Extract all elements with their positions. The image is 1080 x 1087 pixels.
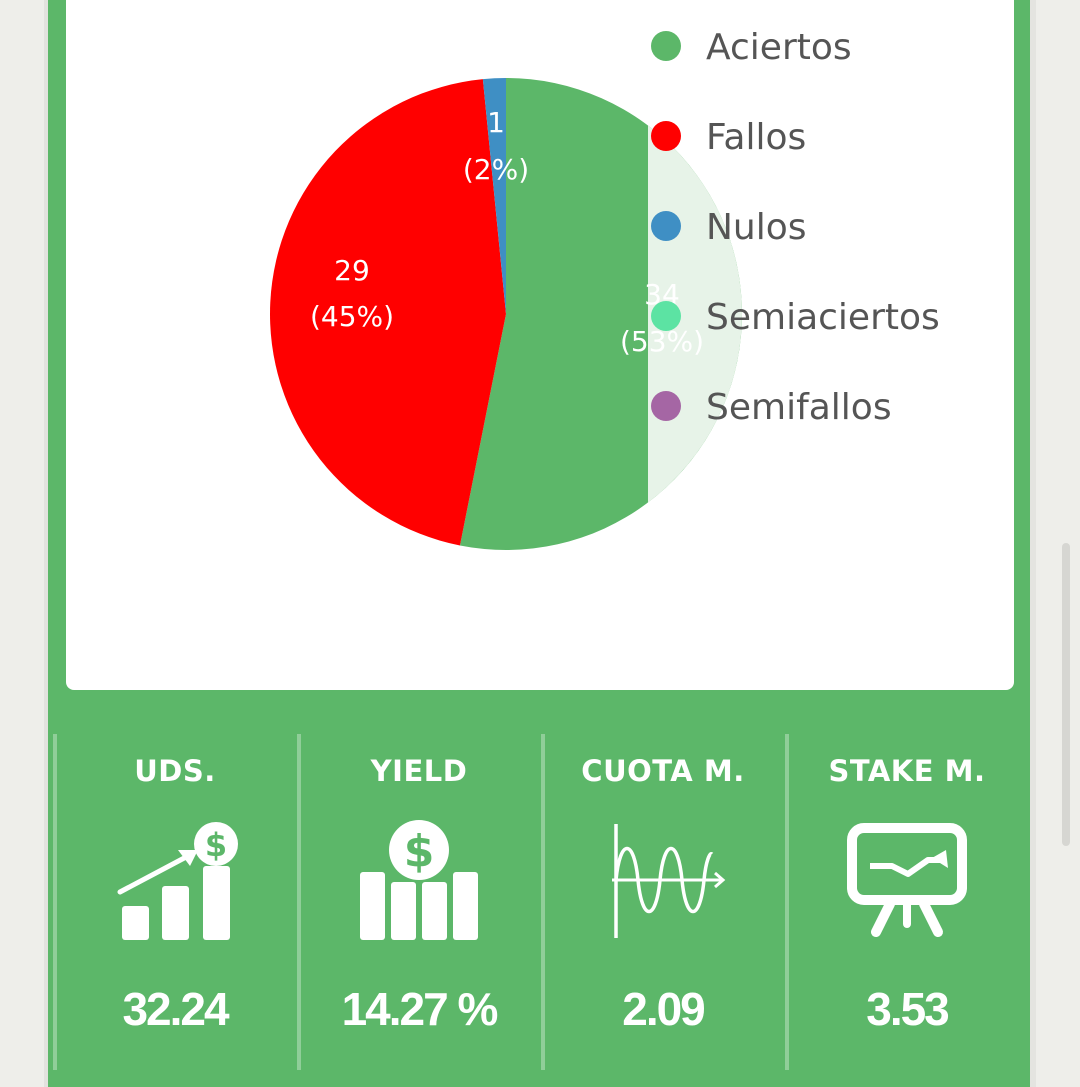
stat-value: 2.09 — [622, 983, 706, 1035]
stat-yield: YIELD $ 14.27 % — [297, 734, 537, 1070]
stat-cuota: CUOTA M. 2.09 — [541, 734, 781, 1070]
stat-uds: UDS. $ 32.24 — [53, 734, 293, 1070]
stat-value: 14.27 % — [341, 983, 499, 1035]
legend-swatch — [651, 301, 681, 331]
chart-legend: Aciertos Fallos Nulos Semiaciertos Semifallo… — [651, 27, 940, 428]
slice-value-label: 29 — [334, 254, 370, 287]
sine-wave-graph-icon — [612, 824, 726, 938]
stat-value: 3.53 — [866, 983, 950, 1035]
stat-title: CUOTA M. — [581, 754, 745, 788]
legend-swatch — [651, 391, 681, 421]
legend-item-aciertos[interactable]: Aciertos — [651, 27, 852, 68]
legend-item-semifallos[interactable]: Semifallos — [651, 387, 892, 428]
legend-swatch — [651, 211, 681, 241]
pie-slice-fallos[interactable] — [269, 79, 506, 546]
legend-label: Semifallos — [706, 387, 892, 428]
presentation-board-icon — [847, 823, 967, 937]
slice-percent-label: (2%) — [463, 153, 529, 186]
stat-title: YIELD — [370, 754, 468, 788]
stat-title: UDS. — [134, 754, 216, 788]
scrollbar[interactable] — [1062, 543, 1070, 846]
slice-value-label: 1 — [487, 106, 505, 139]
legend-label: Aciertos — [706, 27, 852, 68]
stat-title: STAKE M. — [828, 754, 986, 788]
page-right-edge — [1030, 0, 1036, 1087]
legend-label: Fallos — [706, 117, 806, 158]
dollar-bar-chart-icon: $ — [360, 820, 478, 940]
pie-chart-card: 34 (53%) 29 (45%) 1 (2%) Aciertos Fallos Nulos S… — [66, 0, 1014, 690]
pie-chart: 34(53%)29(45%)1(2%) AciertosFallosNulosS… — [269, 27, 940, 550]
svg-text:$: $ — [205, 826, 227, 864]
growth-chart-dollar-icon: $ — [117, 822, 238, 940]
svg-text:$: $ — [404, 826, 435, 877]
legend-swatch — [651, 31, 681, 61]
stats-row: UDS. $ 32.24 YIELD $ 14.27 % CUOTA M. — [48, 734, 1030, 1070]
stat-value: 32.24 — [122, 983, 229, 1035]
page-left-edge — [44, 0, 48, 1087]
slice-percent-label: (53%) — [620, 325, 704, 358]
legend-label: Semiaciertos — [706, 297, 940, 338]
legend-item-semiaciertos[interactable]: Semiaciertos — [651, 297, 940, 338]
stat-stake: STAKE M. 3.53 — [785, 734, 1025, 1070]
legend-swatch — [651, 121, 681, 151]
pie-slice-nulos[interactable] — [482, 78, 506, 314]
legend-item-nulos[interactable]: Nulos — [651, 207, 807, 248]
slice-percent-label: (45%) — [310, 300, 394, 333]
legend-label: Nulos — [706, 207, 807, 248]
legend-item-fallos[interactable]: Fallos — [651, 117, 806, 158]
